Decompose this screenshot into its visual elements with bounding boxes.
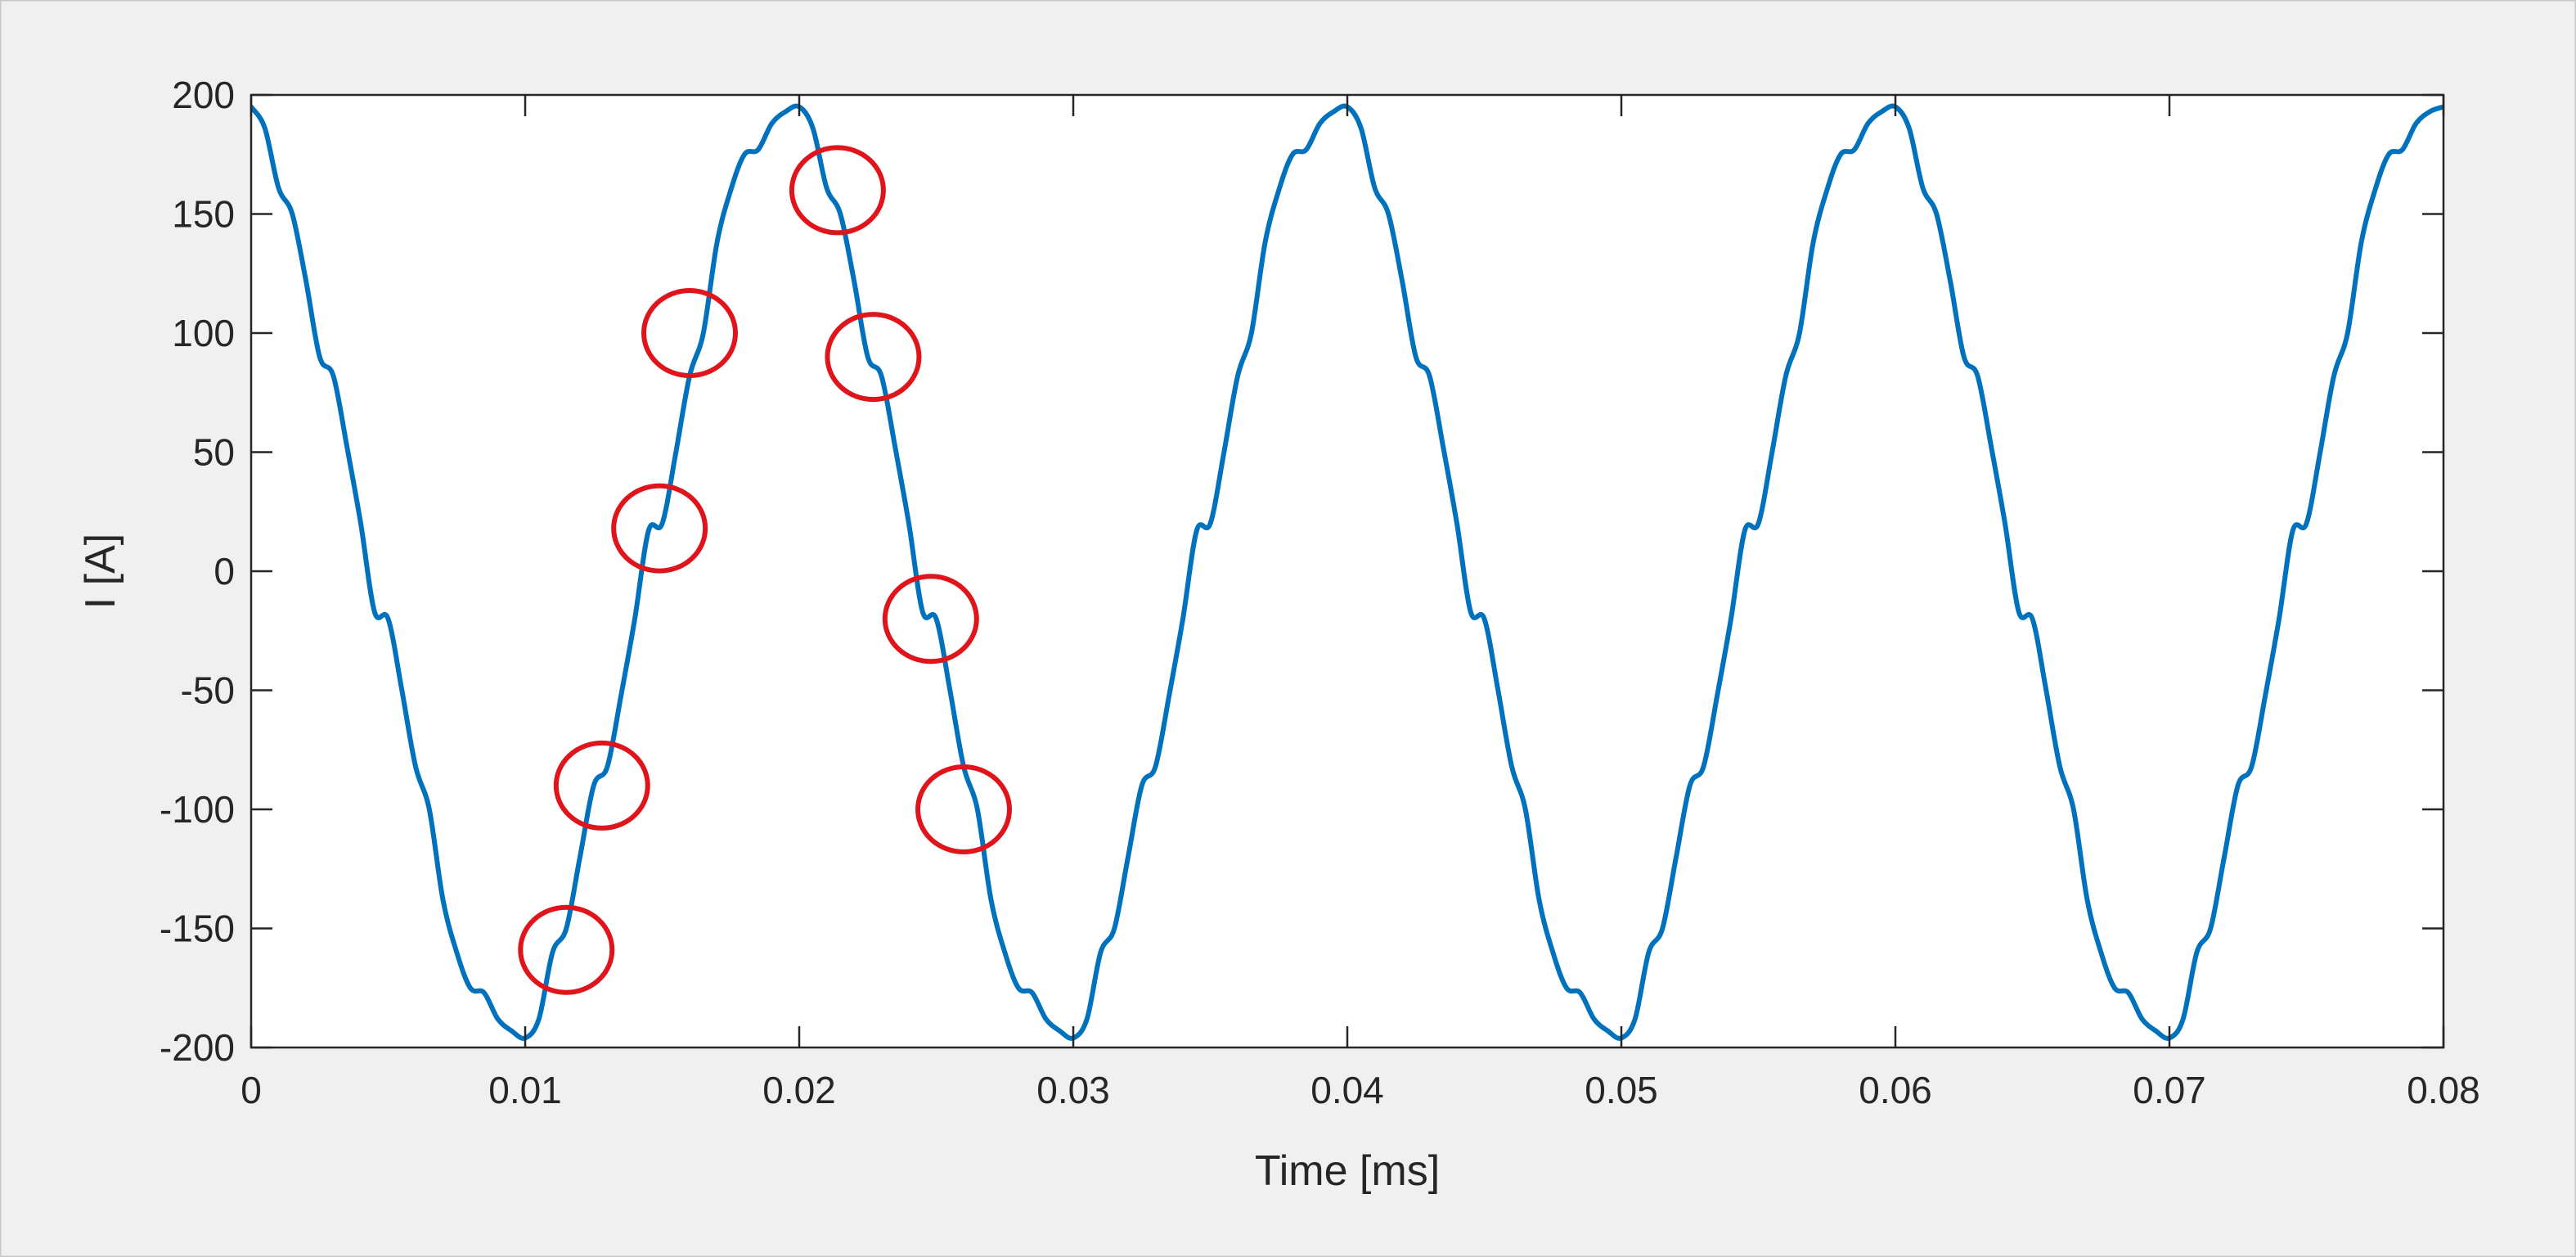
y-tick-label: 100 (172, 312, 235, 354)
highlight-circle-marker (611, 483, 708, 574)
highlight-circle-marker (518, 904, 615, 995)
y-axis-ticks: 200 150 100 50 0 -50 -100 -150 -200 (160, 74, 2443, 1069)
x-tick-label: 0 (241, 1069, 262, 1111)
x-tick-label: 0.03 (1036, 1069, 1110, 1111)
highlight-circle-marker (882, 574, 979, 665)
x-axis-ticks: 0 0.01 0.02 0.03 0.04 0.05 0.06 0.07 0.08 (241, 95, 2480, 1111)
x-tick-label: 0.06 (1859, 1069, 1932, 1111)
highlight-circle-marker (641, 288, 738, 378)
x-tick-label: 0.08 (2407, 1069, 2480, 1111)
x-tick-label: 0.01 (488, 1069, 562, 1111)
y-tick-label: 50 (193, 431, 235, 474)
annotation-layer (518, 145, 1012, 995)
y-tick-label: 150 (172, 193, 235, 236)
y-tick-label: -200 (160, 1026, 235, 1069)
highlight-circle-marker (915, 764, 1012, 854)
highlight-circle-marker (789, 145, 886, 236)
highlight-circle-marker (825, 312, 922, 403)
axes-background (251, 95, 2443, 1048)
highlight-circle-marker (553, 740, 650, 831)
x-tick-label: 0.05 (1585, 1069, 1658, 1111)
x-axis-label: Time [ms] (1255, 1147, 1440, 1195)
y-tick-label: 0 (214, 550, 235, 592)
y-tick-label: -150 (160, 908, 235, 950)
x-tick-label: 0.07 (2133, 1069, 2206, 1111)
y-axis-label: I [A] (77, 534, 124, 609)
y-tick-label: -50 (181, 669, 235, 712)
x-tick-label: 0.04 (1310, 1069, 1384, 1111)
y-tick-label: -100 (160, 788, 235, 831)
x-tick-label: 0.02 (762, 1069, 836, 1111)
y-tick-label: 200 (172, 74, 235, 116)
